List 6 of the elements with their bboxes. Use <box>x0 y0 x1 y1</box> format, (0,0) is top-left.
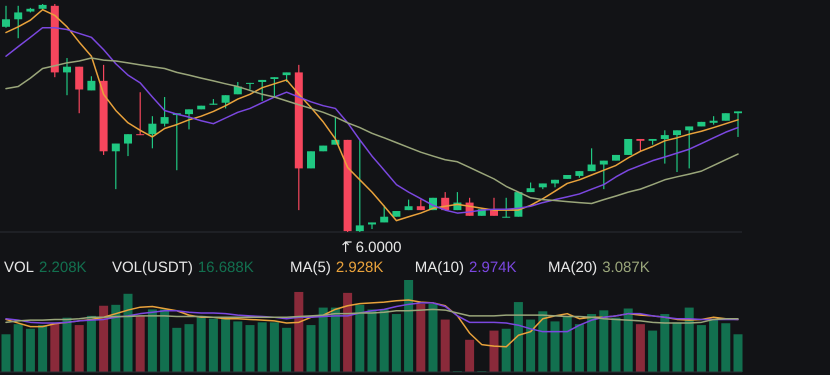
text: VOL(USDT) 16.688K <box>112 259 254 276</box>
text: VOL 2.208K <box>4 259 87 276</box>
text: MA(5) 2.928K <box>290 259 384 276</box>
text: 6.0000 <box>356 239 402 256</box>
text: MA(20) 3.087K <box>548 259 650 276</box>
text: MA(10) 2.974K <box>414 259 517 276</box>
